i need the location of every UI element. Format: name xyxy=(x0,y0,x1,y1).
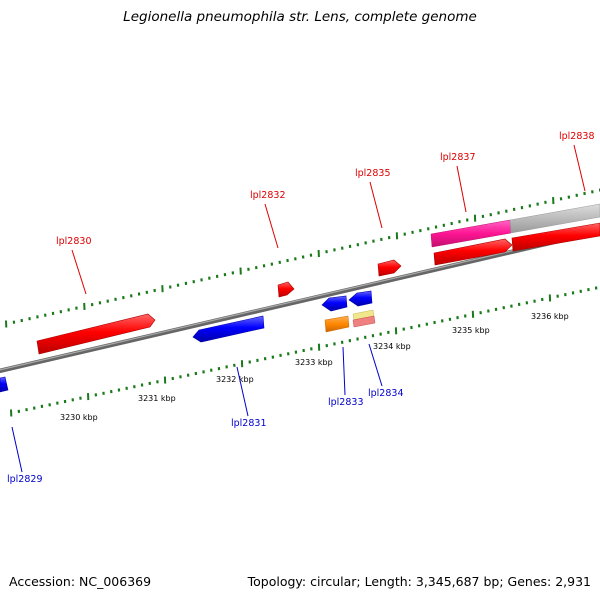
gene-lpl2836-feature[interactable] xyxy=(433,238,513,266)
gene-label-lpl2838[interactable]: lpl2838 xyxy=(559,131,595,142)
accession-text: Accession: NC_006369 xyxy=(9,574,152,589)
scale-label-3230: 3230 kbp xyxy=(60,413,98,422)
leader-line-lpl2835 xyxy=(369,181,383,229)
tick-row-lower xyxy=(10,286,598,417)
scale-label-3236: 3236 kbp xyxy=(531,312,569,321)
gene-lpl2834-feature[interactable] xyxy=(352,315,376,328)
gene-blue-small-2[interactable] xyxy=(348,290,373,307)
gene-label-lpl2831[interactable]: lpl2831 xyxy=(231,418,267,429)
map-title: Legionella pneumophila str. Lens, comple… xyxy=(123,9,477,25)
gene-label-lpl2835[interactable]: lpl2835 xyxy=(355,168,391,179)
gray-feature[interactable] xyxy=(509,203,600,234)
leader-line-lpl2837 xyxy=(456,165,467,213)
gene-blue-small-1[interactable] xyxy=(321,295,348,312)
gene-lpl2835-feature[interactable] xyxy=(377,259,402,277)
leader-line-lpl2830 xyxy=(71,249,87,295)
leader-line-lpl2834 xyxy=(368,343,383,387)
gene-lpl2829-feature[interactable] xyxy=(0,376,9,393)
scale-label-3231: 3231 kbp xyxy=(138,394,176,403)
gene-lpl2838-feature[interactable] xyxy=(511,222,600,252)
genome-stats-text: Topology: circular; Length: 3,345,687 bp… xyxy=(247,574,591,589)
gene-label-lpl2832[interactable]: lpl2832 xyxy=(250,190,286,201)
gene-label-lpl2833[interactable]: lpl2833 xyxy=(328,397,364,408)
gene-lpl2832-feature[interactable] xyxy=(277,281,295,298)
scale-label-3234: 3234 kbp xyxy=(373,342,411,351)
gene-label-lpl2837[interactable]: lpl2837 xyxy=(440,152,476,163)
gene-lpl2833-feature[interactable] xyxy=(324,315,350,333)
leader-line-lpl2832 xyxy=(264,203,279,249)
gene-label-lpl2829[interactable]: lpl2829 xyxy=(7,474,43,485)
leader-line-lpl2831 xyxy=(236,366,249,417)
gene-lpl2830-feature[interactable] xyxy=(36,313,156,355)
scale-label-3235: 3235 kbp xyxy=(452,326,490,335)
leader-line-lpl2829 xyxy=(11,426,23,473)
gene-lpl2831-feature[interactable] xyxy=(192,315,265,343)
gene-label-lpl2834[interactable]: lpl2834 xyxy=(368,388,404,399)
leader-line-lpl2833 xyxy=(342,346,346,396)
scale-label-3233: 3233 kbp xyxy=(295,358,333,367)
scale-label-3232: 3232 kbp xyxy=(216,375,254,384)
gene-label-lpl2830[interactable]: lpl2830 xyxy=(56,236,92,247)
tick-row-upper xyxy=(5,188,600,328)
leader-line-lpl2838 xyxy=(573,144,586,192)
